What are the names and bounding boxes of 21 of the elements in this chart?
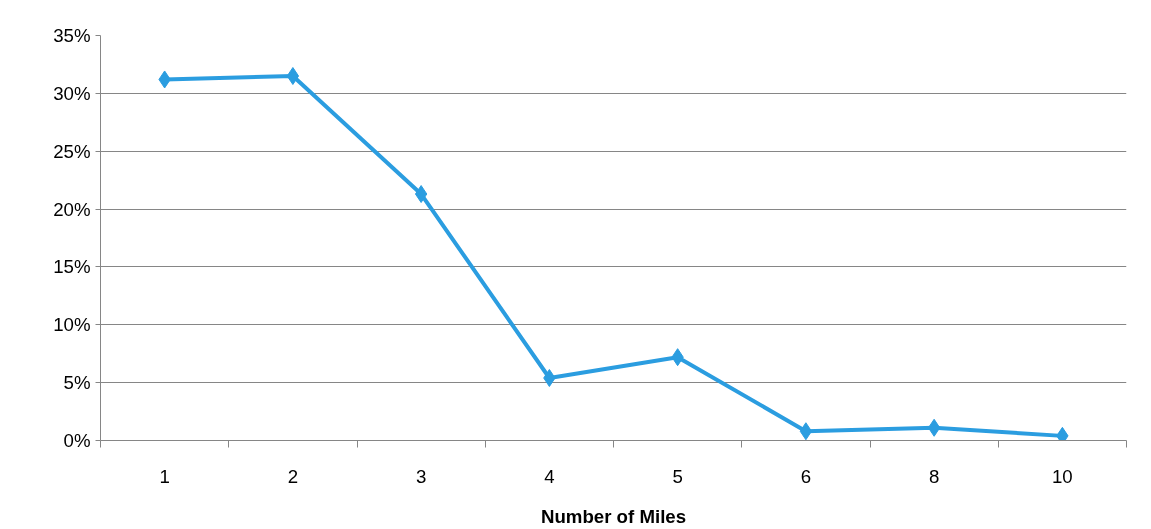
y-tick-label: 5% [63,372,91,394]
x-tick-label: 8 [928,465,940,487]
y-tick-label: 35% [53,25,91,46]
y-tick-label: 25% [53,140,91,162]
x-tick-label: 2 [287,465,299,487]
y-tick-label: 30% [53,82,91,104]
x-tick-label: 10 [1052,465,1073,487]
y-tick-label: 0% [63,430,91,451]
y-tick-label: 15% [53,256,91,278]
x-tick-label: 4 [544,465,555,487]
point [927,418,941,437]
x-tick-label: 6 [800,465,812,487]
point [286,67,300,85]
x-tick-label: 5 [672,465,683,487]
x-tick-label: 1 [159,465,170,487]
x-axis-title: Number of Miles [540,505,687,527]
y-tick-label: 10% [53,314,91,336]
y-tick-label: 20% [53,198,91,220]
point [799,422,813,441]
point [414,185,428,204]
x-tick-label: 3 [415,465,427,487]
